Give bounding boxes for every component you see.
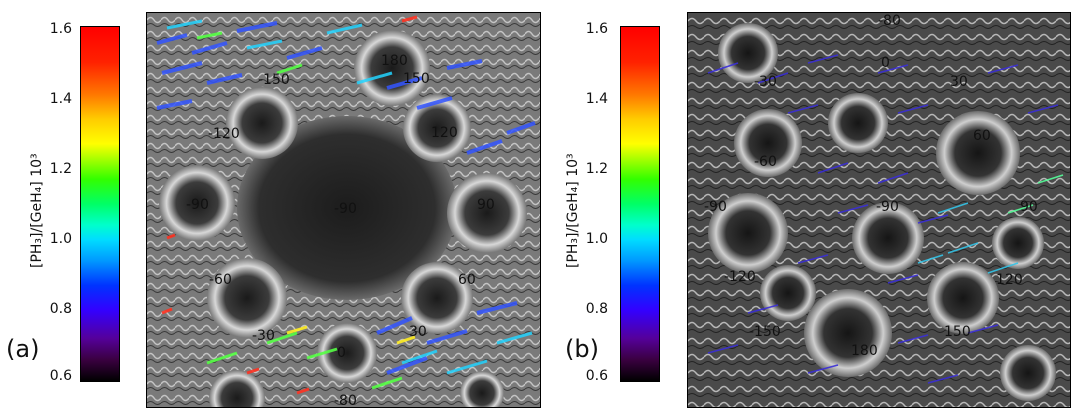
map-b-label-neg90-left: -90 bbox=[704, 199, 727, 215]
map-a-label-neg90: -90 bbox=[186, 197, 209, 213]
map-a-label-neg120: -120 bbox=[208, 126, 240, 142]
map-a-label-180: 180 bbox=[381, 53, 408, 69]
map-a-label-0: 0 bbox=[337, 345, 346, 361]
map-b-label-30: 30 bbox=[950, 74, 968, 90]
panel-label-a: (a) bbox=[6, 335, 40, 363]
colorbar-tick-a-1: 1.6 bbox=[49, 21, 72, 37]
map-b-label-neg30: -30 bbox=[754, 74, 777, 90]
map-b-label-0: 0 bbox=[881, 55, 890, 71]
map-a-label-neg60: -60 bbox=[209, 272, 232, 288]
map-b-label-neg90-center: -90 bbox=[876, 199, 899, 215]
colorbar-tick-b-5: 0.8 bbox=[585, 301, 608, 317]
colorbar-tick-a-5: 0.8 bbox=[49, 301, 72, 317]
polar-map-b: -80 0 -30 30 -60 60 -90 90 -90 -120 120 … bbox=[687, 12, 1071, 408]
colorbar-tick-b-2: 1.4 bbox=[585, 91, 608, 107]
colorbar-b bbox=[620, 26, 660, 382]
colorbar-tick-a-3: 1.2 bbox=[49, 161, 72, 177]
map-b-label-neg80: -80 bbox=[878, 13, 901, 29]
colorbar-a bbox=[80, 26, 120, 382]
map-a-label-30: 30 bbox=[409, 324, 427, 340]
map-a-label-60: 60 bbox=[458, 272, 476, 288]
colorbar-tick-b-4: 1.0 bbox=[585, 231, 608, 247]
map-b-label-180: 180 bbox=[851, 343, 878, 359]
map-b-label-90: 90 bbox=[1020, 199, 1038, 215]
map-a-label-150: 150 bbox=[403, 71, 430, 87]
map-b-label-neg150: -150 bbox=[749, 324, 781, 340]
map-b-label-120: 120 bbox=[996, 272, 1023, 288]
map-a-label-bottom: -80 bbox=[334, 393, 357, 407]
colorbar-tick-b-3: 1.2 bbox=[585, 161, 608, 177]
colorbar-tick-a-2: 1.4 bbox=[49, 91, 72, 107]
map-a-label-90: 90 bbox=[477, 197, 495, 213]
colorbar-tick-a-4: 1.0 bbox=[49, 231, 72, 247]
panel-label-b: (b) bbox=[565, 335, 599, 363]
polar-map-a: 180 150 -150 120 -120 -90 90 -60 60 -30 … bbox=[146, 12, 541, 408]
colorbar-tick-b-6: 0.6 bbox=[585, 368, 608, 384]
colorbar-tick-b-1: 1.6 bbox=[585, 21, 608, 37]
map-b-label-neg120: -120 bbox=[724, 269, 756, 285]
map-a-label-neg150: -150 bbox=[258, 72, 290, 88]
map-b-label-150: 150 bbox=[944, 324, 971, 340]
map-a-label-neg30: -30 bbox=[252, 328, 275, 344]
map-b-label-neg60: -60 bbox=[754, 154, 777, 170]
polar-map-b-image: -80 0 -30 30 -60 60 -90 90 -90 -120 120 … bbox=[688, 13, 1070, 407]
map-a-label-120: 120 bbox=[431, 125, 458, 141]
colorbar-tick-a-6: 0.6 bbox=[49, 368, 72, 384]
map-a-label-center: -90 bbox=[334, 201, 357, 217]
polar-map-a-image: 180 150 -150 120 -120 -90 90 -60 60 -30 … bbox=[147, 13, 540, 407]
map-b-label-60: 60 bbox=[973, 128, 991, 144]
